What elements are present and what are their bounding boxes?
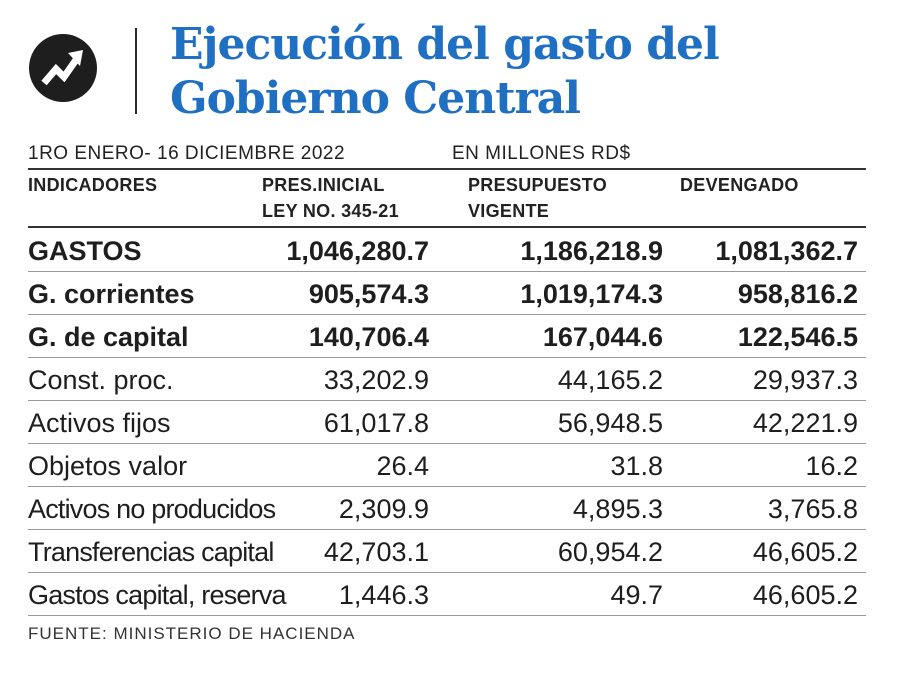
divider (135, 28, 137, 114)
row-label: Activos fijos (28, 408, 171, 438)
divider (28, 168, 866, 170)
table-row: Activos no producidos 2,309.9 4,895.3 3,… (28, 487, 866, 530)
current-value: 1,019,174.3 (520, 279, 663, 309)
initial-value: 905,574.3 (308, 279, 429, 309)
current-value: 4,895.3 (572, 494, 663, 524)
table-row: Objetos valor 26.4 31.8 16.2 (28, 444, 866, 487)
header-initial-line-2: LEY NO. 345-21 (262, 201, 399, 221)
trending-arrow-icon (28, 33, 98, 103)
initial-value: 33,202.9 (323, 365, 429, 395)
row-label: GASTOS (28, 236, 142, 266)
table-row: GASTOS 1,046,280.7 1,186,218.9 1,081,362… (28, 229, 866, 272)
header-current-budget: PRESUPUESTO VIGENTE (468, 172, 607, 224)
initial-value: 42,703.1 (323, 537, 429, 567)
header-current-line-2: VIGENTE (468, 201, 550, 221)
header-current-line-1: PRESUPUESTO (468, 175, 608, 195)
initial-value: 61,017.8 (323, 408, 429, 438)
initial-value: 1,446.3 (338, 580, 429, 610)
divider (28, 226, 866, 228)
initial-value: 140,706.4 (308, 322, 429, 352)
current-value: 167,044.6 (542, 322, 663, 352)
accrued-value: 46,605.2 (752, 580, 858, 610)
table-row: Transferencias capital 42,703.1 60,954.2… (28, 530, 866, 573)
accrued-value: 29,937.3 (752, 365, 858, 395)
accrued-value: 42,221.9 (752, 408, 858, 438)
period-label: 1RO ENERO- 16 DICIEMBRE 2022 (28, 143, 346, 164)
header-accrued: DEVENGADO (680, 175, 799, 195)
current-value: 56,948.5 (557, 408, 663, 438)
row-label: Activos no producidos (28, 494, 276, 524)
accrued-value: 3,765.8 (767, 494, 858, 524)
table-row: G. corrientes 905,574.3 1,019,174.3 958,… (28, 272, 866, 315)
row-label: Const. proc. (28, 365, 174, 395)
accrued-value: 958,816.2 (737, 279, 858, 309)
source-note: FUENTE: MINISTERIO DE HACIENDA (28, 624, 356, 643)
accrued-value: 46,605.2 (752, 537, 858, 567)
initial-value: 26.4 (376, 451, 429, 481)
table-row: Const. proc. 33,202.9 44,165.2 29,937.3 (28, 358, 866, 401)
table-row: G. de capital 140,706.4 167,044.6 122,54… (28, 315, 866, 358)
row-label: Gastos capital, reserva (28, 580, 287, 610)
header-indicators: INDICADORES (28, 175, 158, 195)
accrued-value: 16.2 (805, 451, 858, 481)
table-row: Gastos capital, reserva 1,446.3 49.7 46,… (28, 573, 866, 616)
initial-value: 2,309.9 (338, 494, 429, 524)
current-value: 1,186,218.9 (520, 236, 663, 266)
accrued-value: 1,081,362.7 (715, 236, 858, 266)
title-line-2: Gobierno Central (170, 73, 581, 124)
units-label: EN MILLONES RD$ (452, 143, 631, 164)
row-label: Transferencias capital (28, 537, 274, 567)
page-title: Ejecución del gasto del Gobierno Central (170, 18, 720, 126)
initial-value: 1,046,280.7 (286, 236, 429, 266)
current-value: 60,954.2 (557, 537, 663, 567)
current-value: 31.8 (610, 451, 663, 481)
row-label: Objetos valor (28, 451, 188, 481)
accrued-value: 122,546.5 (737, 322, 858, 352)
title-line-1: Ejecución del gasto del (170, 19, 720, 70)
row-label: G. de capital (28, 322, 189, 352)
current-value: 44,165.2 (557, 365, 663, 395)
current-value: 49.7 (610, 580, 663, 610)
header-initial-budget: PRES.INICIAL LEY NO. 345-21 (262, 172, 399, 224)
table-row: Activos fijos 61,017.8 56,948.5 42,221.9 (28, 401, 866, 444)
row-label: G. corrientes (28, 279, 195, 309)
header-initial-line-1: PRES.INICIAL (262, 175, 385, 195)
